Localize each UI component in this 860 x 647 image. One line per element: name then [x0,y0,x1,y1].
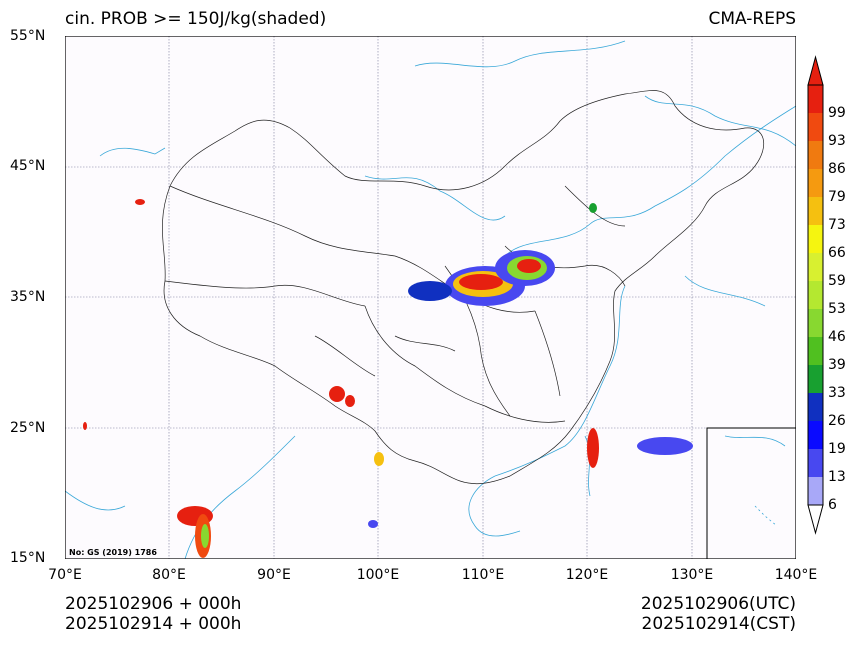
colorbar-tick-label: 86 [828,161,846,177]
colorbar-tick-label: 59 [828,273,846,289]
map-approval-note: No: GS (2019) 1786 [69,548,157,557]
colorbar-tick-label: 53 [828,301,846,317]
lat-label-25: 25°N [10,420,46,436]
colorbar-tick-label: 73 [828,217,846,233]
south-china-sea-inset [706,427,796,559]
colorbar-swatch [808,365,823,393]
colorbar-swatch [808,393,823,421]
colorbar-swatch [808,225,823,253]
colorbar-swatch [808,169,823,197]
colorbar-swatch [808,197,823,225]
model-name: CMA-REPS [708,9,796,29]
lon-label-140: 140°E [774,567,818,583]
colorbar-frame [807,84,824,506]
lon-label-120: 120°E [565,567,609,583]
colorbar-tick-label: 13 [828,469,846,485]
colorbar-swatch [808,421,823,449]
footer-forecast-times: 2025102906 + 000h 2025102914 + 000h [65,594,241,634]
colorbar-swatch [808,281,823,309]
colorbar [807,55,824,535]
colorbar-tick-label: 93 [828,133,846,149]
colorbar-tick-label: 46 [828,329,846,345]
colorbar-swatch [808,113,823,141]
colorbar-min-extend [807,504,824,535]
colorbar-swatch [808,449,823,477]
shaded-probability [83,199,693,558]
footer-left-line-2: 2025102914 + 000h [65,614,242,634]
colorbar-swatch [808,253,823,281]
lon-label-90: 90°E [257,567,291,583]
colorbar-tick-label: 39 [828,357,846,373]
colorbar-swatch [808,337,823,365]
footer-right-line-1: 2025102906(UTC) [640,594,796,614]
colorbar-tick-label: 66 [828,245,846,261]
lat-label-55: 55°N [10,28,46,44]
colorbar-tick-label: 19 [828,441,846,457]
footer-init-times: 2025102906(UTC) 2025102914(CST) [641,594,796,634]
colorbar-tick-label: 79 [828,189,846,205]
lat-label-15: 15°N [10,550,46,566]
colorbar-swatch [808,309,823,337]
lon-label-100: 100°E [356,567,400,583]
colorbar-tick-label: 99 [828,105,846,121]
footer-right-line-2: 2025102914(CST) [641,614,796,634]
colorbar-tick-label: 6 [828,497,837,513]
lon-label-130: 130°E [670,567,714,583]
colorbar-swatch [808,141,823,169]
lat-label-45: 45°N [10,158,46,174]
footer-left-line-1: 2025102906 + 000h [65,594,242,614]
gridlines [65,36,796,559]
colorbar-max-extend [807,55,824,86]
colorbar-swatch [808,85,823,113]
colorbar-swatch [808,477,823,505]
lat-label-35: 35°N [10,289,46,305]
lon-label-70: 70°E [48,567,82,583]
map-canvas [65,36,796,559]
lon-label-110: 110°E [461,567,505,583]
colorbar-tick-label: 33 [828,385,846,401]
lon-label-80: 80°E [152,567,186,583]
map-title: cin. PROB >= 150J/kg(shaded) [65,9,327,29]
colorbar-tick-label: 26 [828,413,846,429]
